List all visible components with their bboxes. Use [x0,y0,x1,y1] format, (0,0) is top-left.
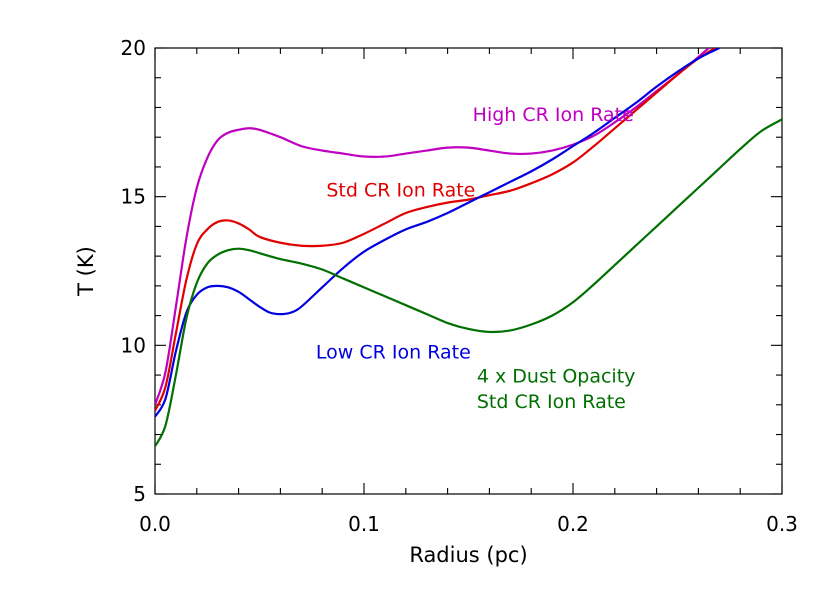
curve-annotation: 4 x Dust Opacity [477,366,636,388]
axis-ticks [154,47,783,495]
x-axis-label: Radius (pc) [409,543,527,567]
x-tick-label: 0.0 [139,512,171,536]
curve-annotation: Std CR Ion Rate [477,391,626,413]
y-tick-label: 15 [121,185,146,209]
curve-annotation: Std CR Ion Rate [326,180,475,202]
y-tick-label: 5 [133,482,146,506]
curve-annotation: Low CR Ion Rate [316,342,471,364]
tick-labels: 0.0 0.1 0.2 0.3 5 10 15 20 [121,36,798,536]
series-line-high-cr [155,48,710,406]
x-tick-label: 0.3 [766,512,798,536]
series-line-std-cr [155,48,716,412]
y-axis-label: T (K) [74,246,98,297]
series-line-low-cr [155,48,720,418]
curve-annotations: High CR Ion Rate Std CR Ion Rate Low CR Io… [316,104,635,413]
y-tick-label: 20 [121,36,146,60]
curve-annotation: High CR Ion Rate [473,104,634,126]
x-tick-label: 0.1 [348,512,380,536]
plot-frame [154,47,783,495]
x-tick-label: 0.2 [557,512,589,536]
series-line-dust-opacity [155,118,782,447]
series-lines [155,48,782,447]
y-tick-label: 10 [121,333,146,357]
